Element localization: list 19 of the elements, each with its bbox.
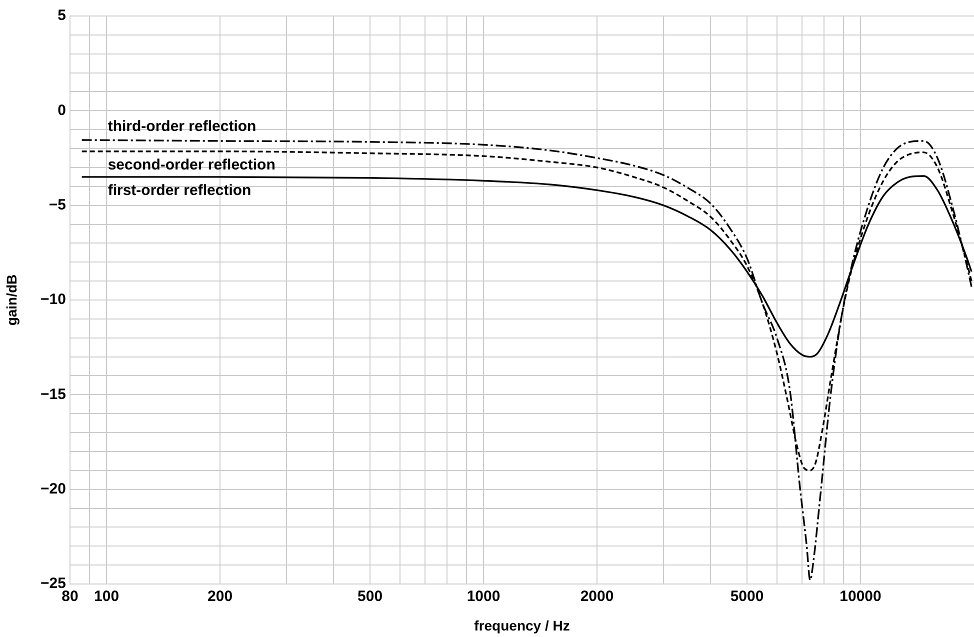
- y-tick-label: −10: [40, 291, 66, 308]
- x-tick-label: 10000: [840, 588, 882, 606]
- series-label: first-order reflection: [108, 182, 252, 200]
- y-tick-label: 5: [58, 7, 66, 24]
- series-label: second-order reflection: [108, 156, 276, 174]
- y-tick-label: 0: [58, 102, 66, 119]
- x-tick-label: 2000: [580, 588, 614, 606]
- x-tick-label: 1000: [466, 588, 500, 606]
- x-tick-label: 80: [62, 588, 78, 606]
- y-axis-title: gain/dB: [3, 274, 20, 326]
- x-tick-label: 500: [358, 588, 383, 606]
- x-axis-title: frequency / Hz: [474, 617, 570, 634]
- x-tick-label: 100: [94, 588, 120, 606]
- series-label: third-order reflection: [108, 118, 256, 136]
- y-tick-label: −5: [48, 196, 66, 214]
- x-tick-label: 200: [208, 588, 233, 606]
- y-tick-label: −20: [40, 480, 66, 498]
- y-tick-label: −15: [40, 386, 66, 403]
- x-tick-label: 5000: [730, 588, 764, 606]
